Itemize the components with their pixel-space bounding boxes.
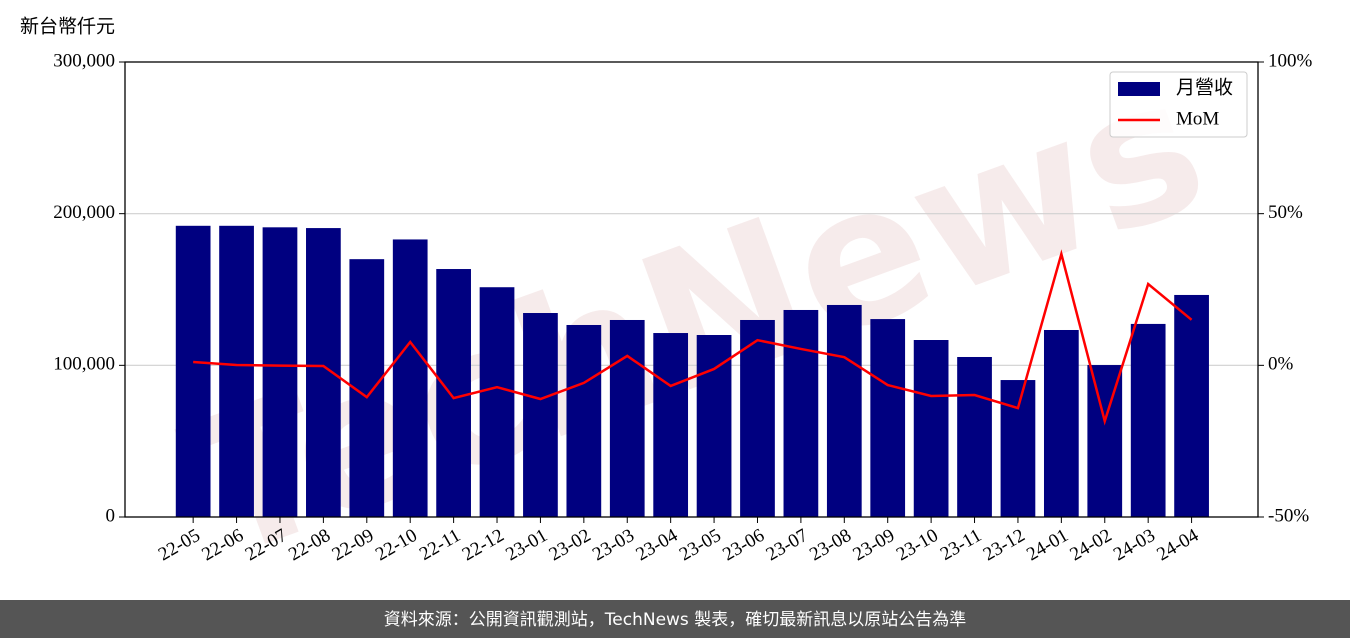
x-tick-label: 23-11 <box>937 525 985 565</box>
x-tick-label: 22-12 <box>459 525 508 565</box>
y2-tick-label: 50% <box>1268 202 1303 223</box>
x-tick-label: 24-03 <box>1110 525 1159 565</box>
x-tick-label: 24-01 <box>1023 525 1072 565</box>
bar <box>1000 380 1036 517</box>
bar <box>1087 365 1123 517</box>
x-tick-label: 23-10 <box>893 525 942 565</box>
bar <box>392 239 428 517</box>
plot-frame <box>124 61 1259 518</box>
bar <box>783 309 819 517</box>
x-tick-label: 23-12 <box>980 525 1029 565</box>
bar <box>306 228 341 517</box>
y-tick-label: 300,000 <box>53 50 115 71</box>
x-tick-label: 23-07 <box>763 525 812 565</box>
source-note: 資料來源：公開資訊觀測站，TechNews 製表，確切最新訊息以原站公告為準 <box>384 610 966 630</box>
bar <box>219 225 254 518</box>
bar <box>609 319 645 517</box>
x-tick-label: 23-08 <box>806 525 855 565</box>
x-tick-label: 23-01 <box>502 525 551 565</box>
line <box>193 249 1193 426</box>
x-tick-label: 23-09 <box>850 525 899 565</box>
bar <box>566 324 602 517</box>
y-tick-label: 100,000 <box>53 354 115 375</box>
bar <box>1130 323 1166 517</box>
x-tick-label: 24-04 <box>1153 525 1202 566</box>
y2-tick-label: 0% <box>1268 354 1294 375</box>
bar <box>1043 329 1079 517</box>
footer-bar <box>0 600 1350 638</box>
legend-label: 月營收 <box>1176 76 1233 98</box>
x-tick-label: 24-02 <box>1067 525 1116 565</box>
bar <box>740 319 775 517</box>
y-axis-unit: 新台幣仟元 <box>20 15 115 37</box>
y-tick-label: 200,000 <box>53 202 115 223</box>
x-tick-label: 23-05 <box>676 525 725 565</box>
y2-tick-label: -50% <box>1268 505 1309 526</box>
x-tick-label: 23-04 <box>632 525 681 566</box>
bar <box>913 340 949 517</box>
y-tick-label: 0 <box>106 505 116 526</box>
x-tick-label: 23-06 <box>719 525 768 565</box>
bar <box>262 227 298 518</box>
x-tick-label: 22-05 <box>155 525 204 565</box>
x-tick-label: 23-02 <box>546 525 595 565</box>
bar <box>870 319 906 517</box>
legend-label: MoM <box>1176 108 1219 129</box>
bar <box>957 356 992 517</box>
bar <box>653 333 689 517</box>
y2-tick-label: 100% <box>1268 50 1313 71</box>
plot-area: TechNews0100,000200,000300,000-50%0%50%1… <box>53 33 1312 602</box>
bar <box>479 287 515 517</box>
x-tick-label: 23-03 <box>589 525 638 565</box>
bar <box>1174 294 1209 517</box>
bar <box>436 269 471 517</box>
bar <box>175 225 211 518</box>
legend-swatch <box>1118 82 1160 96</box>
bar <box>826 304 862 517</box>
bar <box>696 335 732 517</box>
bar <box>523 313 558 517</box>
